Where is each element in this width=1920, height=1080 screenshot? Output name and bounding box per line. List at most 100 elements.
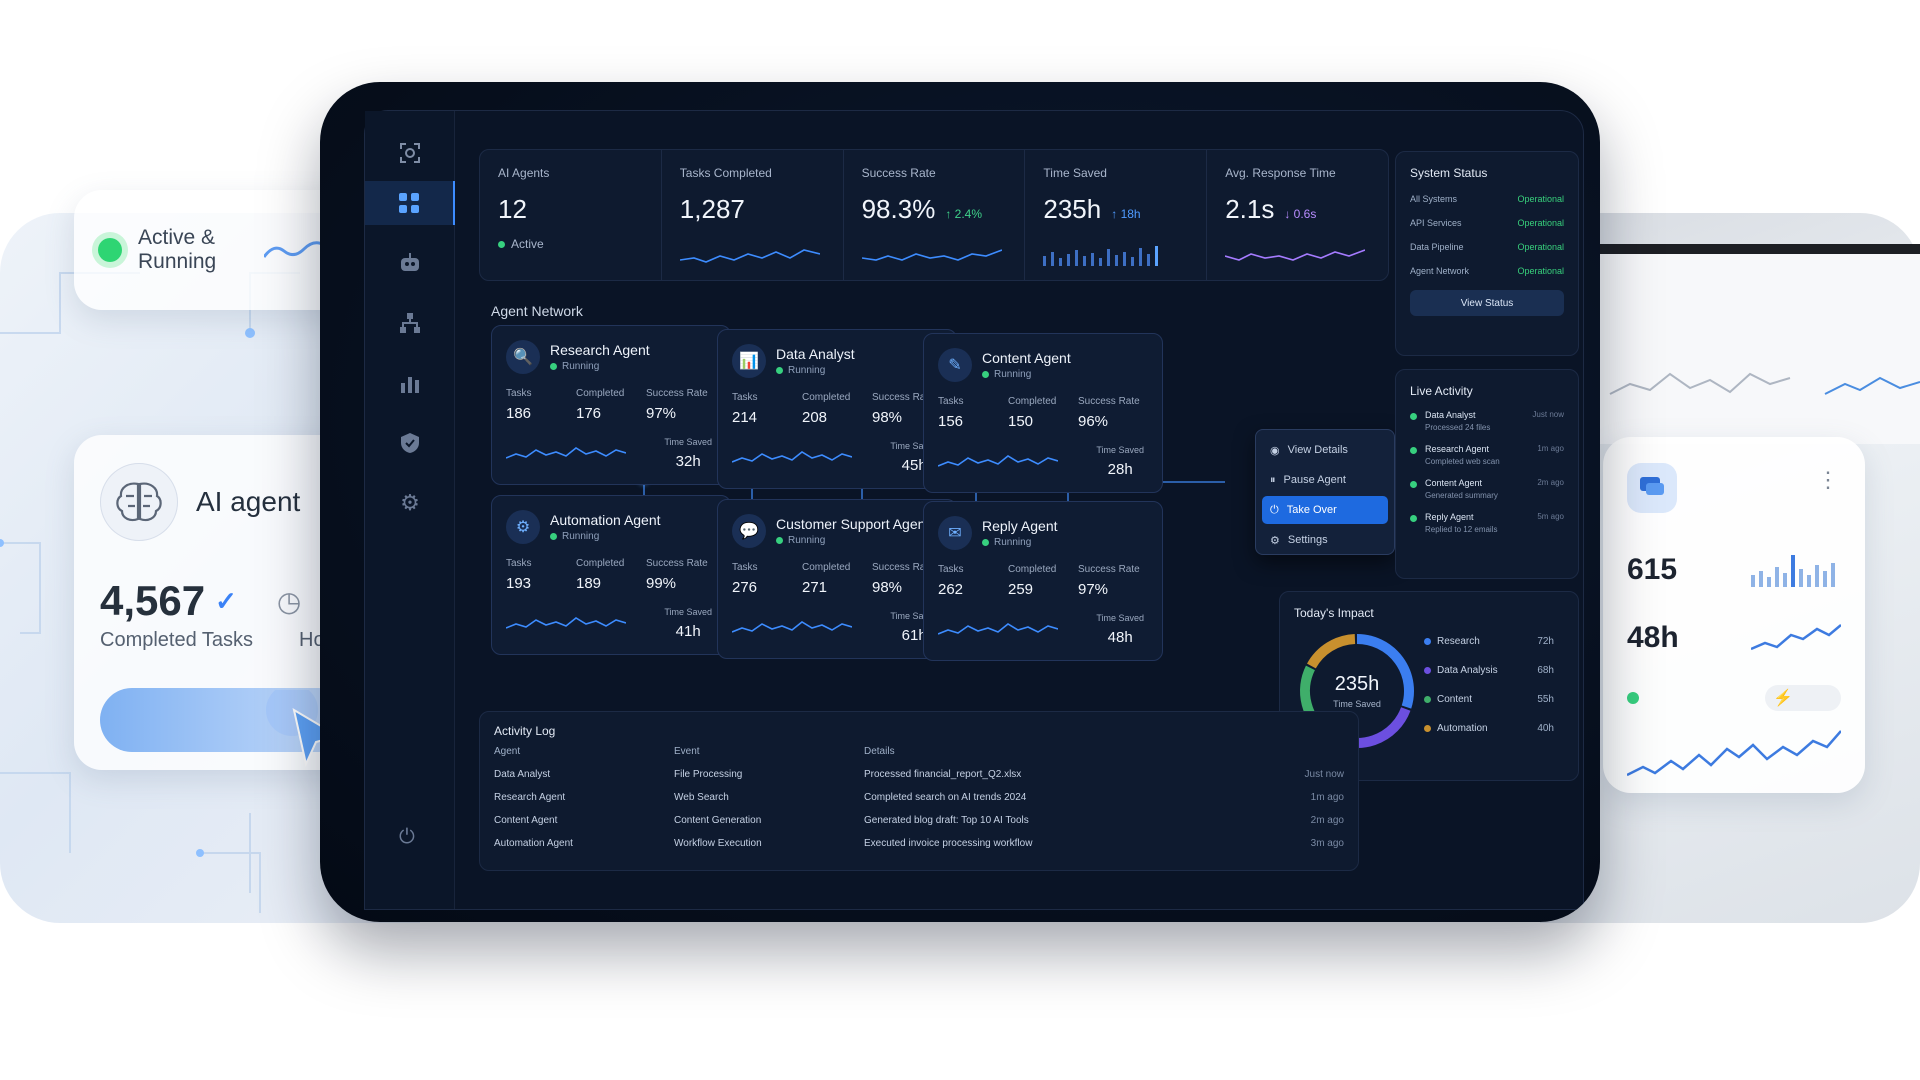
- activity-log-title: Activity Log: [494, 724, 556, 738]
- status-row: Data Pipeline Operational: [1410, 242, 1564, 252]
- agent-status: Running: [788, 535, 826, 546]
- agent-time-saved: 32h: [675, 453, 701, 470]
- mail-icon: ✉: [938, 516, 972, 550]
- column-header: Agent: [494, 746, 521, 757]
- right-wave-chart: [1609, 372, 1920, 395]
- impact-legend: Research 72h Data Analysis 68h Content 55h …: [1424, 636, 1554, 752]
- view-status-button[interactable]: View Status: [1410, 290, 1564, 316]
- agent-card[interactable]: 💬 Customer Support Agent Running Tasks 276 Co…: [717, 499, 957, 659]
- bar-chart-icon: 📊: [732, 344, 766, 378]
- menu-item-view-details[interactable]: ◉ View Details: [1270, 444, 1348, 457]
- agent-card[interactable]: 🔍 Research Agent Running Tasks 186 Completed 1…: [491, 325, 731, 485]
- kpi-response-time: Avg. Response Time 2.1s ↓ 0.6s: [1207, 150, 1388, 280]
- running-dot-icon: [776, 367, 783, 374]
- mini-wave-icon: [264, 241, 324, 258]
- menu-item-pause-agent[interactable]: ⏸ Pause Agent: [1270, 473, 1346, 487]
- eye-icon: ◉: [1270, 444, 1280, 457]
- agent-card[interactable]: ✎ Content Agent Running Tasks 156 Completed 15…: [923, 333, 1163, 493]
- status-dot-icon: [1627, 692, 1639, 704]
- agent-card[interactable]: 📊 Data Analyst Running Tasks 214 Completed 208…: [717, 329, 957, 489]
- stat-label: Time Saved: [1096, 613, 1144, 623]
- lightning-toggle[interactable]: ⚡: [1765, 685, 1841, 711]
- agent-tasks: 156: [938, 413, 964, 430]
- kpi-label: Avg. Response Time: [1225, 166, 1336, 180]
- robot-icon[interactable]: [383, 241, 437, 285]
- bar-chart-icon[interactable]: [383, 361, 437, 405]
- table-cell: Automation Agent: [494, 838, 573, 849]
- table-cell: Processed financial_report_Q2.xlsx: [864, 769, 1022, 780]
- agent-sparkline: [732, 621, 852, 633]
- stat-label: Success Rate: [872, 392, 934, 403]
- running-dot-icon: [550, 363, 557, 370]
- kpi-success-rate: Success Rate 98.3% ↑ 2.4%: [844, 150, 1026, 280]
- agent-success-rate: 96%: [1078, 413, 1109, 430]
- agent-card[interactable]: ⚙ Automation Agent Running Tasks 193 Complete…: [491, 495, 731, 655]
- legend-item: Content 55h: [1424, 694, 1554, 705]
- agent-sparkline: [506, 447, 626, 459]
- agent-completed: 271: [802, 579, 828, 596]
- agent-card[interactable]: ✉ Reply Agent Running Tasks 262 Completed 259 S…: [923, 501, 1163, 661]
- stat-label: Time Saved: [1096, 445, 1144, 455]
- dashboard-device: ⚙ ⏻ AI Agents 12 Active Tasks Completed …: [320, 82, 1600, 922]
- live-activity-panel: Live Activity Data Analyst Processed 24 f…: [1395, 369, 1579, 579]
- more-options-icon[interactable]: ⋮: [1817, 467, 1839, 492]
- agent-completed: 259: [1008, 581, 1034, 598]
- agent-time-saved: 41h: [675, 623, 701, 640]
- agent-success-rate: 98%: [872, 579, 903, 596]
- kpi-strip: AI Agents 12 Active Tasks Completed 1,28…: [479, 149, 1389, 281]
- activity-event: Data Analyst Processed 24 files Just now: [1410, 410, 1564, 432]
- donut-segment-automation: [1307, 634, 1356, 669]
- checkmark-icon: ✓: [215, 585, 237, 616]
- agent-status: Running: [788, 365, 826, 376]
- agent-success-rate: 97%: [1078, 581, 1109, 598]
- activity-log-table: Agent Event Details Data Analyst File Pr…: [494, 746, 1344, 855]
- kpi-sub: Active: [511, 237, 544, 251]
- power-icon[interactable]: ⏻: [399, 826, 415, 848]
- agent-completed: 176: [576, 405, 602, 422]
- agent-tasks: 262: [938, 581, 964, 598]
- shield-icon[interactable]: [383, 421, 437, 465]
- agent-status: Running: [994, 369, 1032, 380]
- bar-sparkline: [1751, 555, 1835, 587]
- menu-item-take-over[interactable]: ⏻ Take Over: [1262, 496, 1388, 524]
- agent-status: Running: [994, 537, 1032, 548]
- column-header: Details: [864, 746, 895, 757]
- circuit-decoration: [0, 272, 300, 913]
- scan-icon[interactable]: [383, 131, 437, 175]
- agent-name: Automation Agent: [550, 512, 661, 528]
- hierarchy-icon[interactable]: [383, 301, 437, 345]
- table-cell: Workflow Execution: [674, 838, 762, 849]
- kpi-label: Success Rate: [861, 166, 936, 180]
- metric-48h: 48h: [1627, 621, 1679, 654]
- settings-gear-icon[interactable]: ⚙: [400, 490, 420, 515]
- stat-label: Tasks: [506, 388, 532, 399]
- chat-icon: [1627, 463, 1677, 513]
- agent-status: Running: [562, 531, 600, 542]
- agent-completed: 150: [1008, 413, 1034, 430]
- status-row: Agent Network Operational: [1410, 266, 1564, 276]
- agent-tasks: 276: [732, 579, 758, 596]
- brain-icon: [100, 463, 178, 541]
- agent-success-rate: 98%: [872, 409, 903, 426]
- agent-success-rate: 97%: [646, 405, 677, 422]
- table-cell: Just now: [1304, 769, 1344, 780]
- live-activity-title: Live Activity: [1410, 384, 1473, 398]
- stat-label: Completed: [802, 562, 851, 573]
- agent-name: Research Agent: [550, 342, 650, 358]
- status-row: API Services Operational: [1410, 218, 1564, 228]
- agent-time-saved: 48h: [1107, 629, 1133, 646]
- status-dot-icon: [98, 238, 122, 262]
- agent-completed: 208: [802, 409, 828, 426]
- stat-label: Success Rate: [646, 388, 708, 399]
- agent-network-title: Agent Network: [491, 303, 583, 319]
- activity-event: Reply Agent Replied to 12 emails 5m ago: [1410, 512, 1564, 534]
- dashboard-icon: [399, 193, 419, 213]
- system-status-panel: System Status All Systems Operational API…: [1395, 151, 1579, 356]
- stat-label: Completed: [576, 558, 625, 569]
- active-dot-icon: [498, 240, 505, 248]
- sidebar-item-dashboard[interactable]: [365, 181, 455, 225]
- menu-item-settings[interactable]: ⚙ Settings: [1270, 534, 1328, 547]
- stat-label: Success Rate: [1078, 564, 1140, 575]
- right-monitor-strip: [1540, 244, 1920, 444]
- stat-label: Tasks: [938, 396, 964, 407]
